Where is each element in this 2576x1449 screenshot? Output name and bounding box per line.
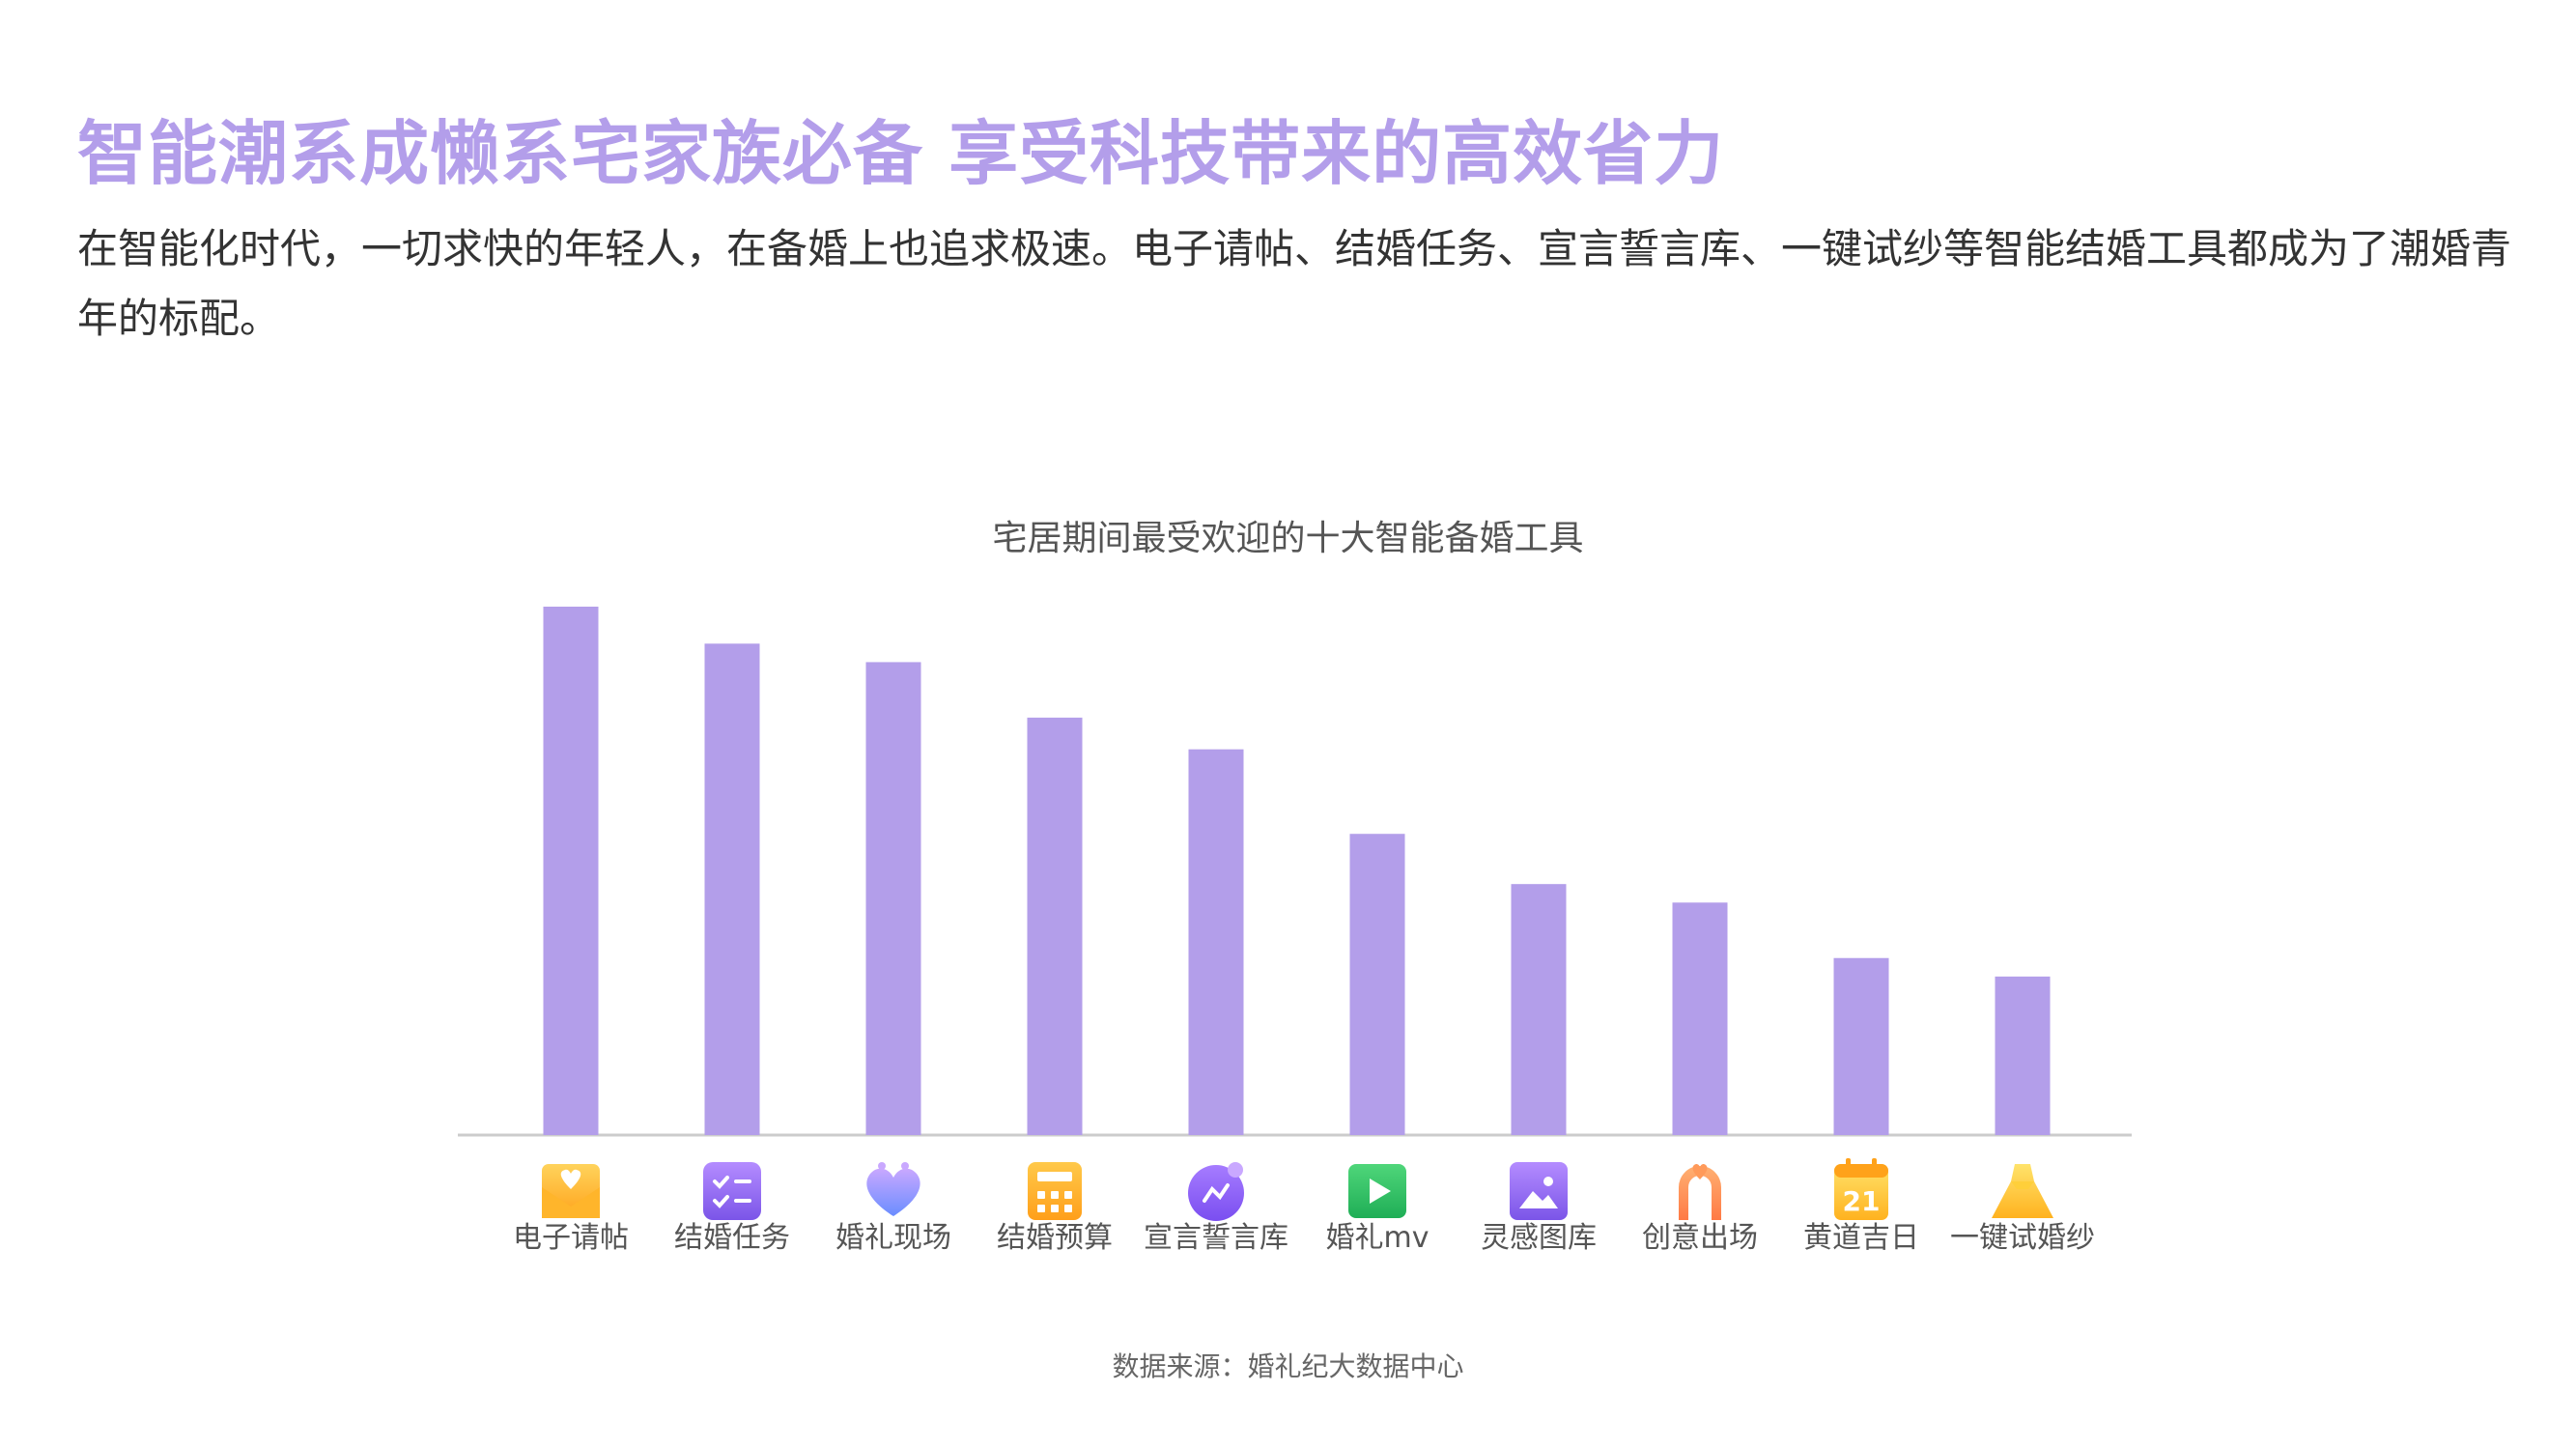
bar [543, 607, 599, 1135]
calendar-21-icon: 21 [1834, 1158, 1888, 1220]
entrance-arch-icon [1679, 1164, 1721, 1220]
category-label: 结婚任务 [674, 1221, 790, 1255]
bar [704, 643, 760, 1135]
category-label: 婚礼mv [1326, 1221, 1430, 1255]
page-headline: 智能潮系成懒系宅家族必备 享受科技带来的高效省力 [77, 113, 1725, 194]
bar [1188, 749, 1244, 1135]
bar [865, 662, 921, 1135]
calculator-icon [1028, 1162, 1082, 1220]
bar [1672, 902, 1728, 1135]
category-label: 一键试婚纱 [1950, 1221, 2095, 1255]
category-label: 电子请帖 [513, 1221, 629, 1255]
heart-icon [866, 1162, 920, 1216]
category-label: 结婚预算 [997, 1221, 1113, 1255]
category-label: 创意出场 [1642, 1221, 1758, 1255]
data-source: 数据来源：婚礼纪大数据中心 [1112, 1350, 1464, 1382]
bar [1349, 834, 1405, 1135]
video-play-icon [1348, 1164, 1406, 1218]
intro-paragraph: 在智能化时代，一切求快的年轻人，在备婚上也追求极速。电子请帖、结婚任务、宣言誓言… [77, 225, 2512, 342]
calendar-icon-number: 21 [1843, 1185, 1881, 1217]
vow-chat-icon [1188, 1162, 1244, 1221]
bar [1511, 884, 1567, 1135]
chart-title: 宅居期间最受欢迎的十大智能备婚工具 [992, 519, 1584, 558]
category-label: 宣言誓言库 [1144, 1221, 1288, 1255]
category-label: 婚礼现场 [835, 1221, 951, 1255]
wedding-dress-icon [1992, 1164, 2053, 1218]
bar [1833, 957, 1889, 1135]
bar [1995, 976, 2051, 1135]
image-gallery-icon [1510, 1162, 1568, 1220]
bar [1027, 717, 1083, 1135]
checklist-icon [703, 1162, 761, 1220]
category-label: 黄道吉日 [1803, 1221, 1919, 1255]
category-label: 灵感图库 [1481, 1221, 1597, 1255]
invitation-envelope-icon [542, 1164, 600, 1218]
